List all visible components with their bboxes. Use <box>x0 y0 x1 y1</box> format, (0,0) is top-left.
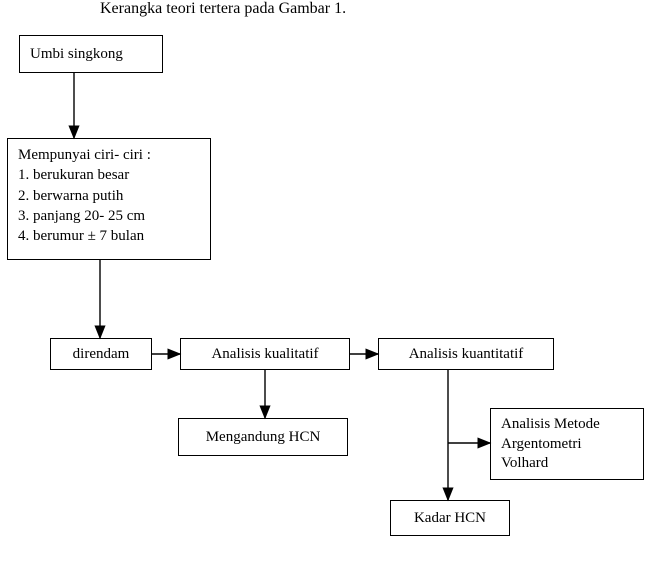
node-direndam: direndam <box>50 338 152 370</box>
node-ciri-ciri: Mempunyai ciri- ciri : 1. berukuran besa… <box>7 138 211 260</box>
node-umbi-label: Umbi singkong <box>30 46 123 63</box>
node-kuantitatif-label: Analisis kuantitatif <box>409 346 524 363</box>
ciri-title: Mempunyai ciri- ciri : <box>18 145 200 165</box>
node-kadar-label: Kadar HCN <box>414 510 486 527</box>
ciri-item: 2. berwarna putih <box>18 186 200 206</box>
node-umbi-singkong: Umbi singkong <box>19 35 163 73</box>
node-analisis-metode: Analisis Metode Argentometri Volhard <box>490 408 644 480</box>
ciri-item: 4. berumur ± 7 bulan <box>18 226 200 246</box>
ciri-item: 1. berukuran besar <box>18 165 200 185</box>
node-mengandung-hcn: Mengandung HCN <box>178 418 348 456</box>
node-analisis-kuantitatif: Analisis kuantitatif <box>378 338 554 370</box>
metode-line3: Volhard <box>501 454 633 474</box>
node-direndam-label: direndam <box>73 346 130 363</box>
figure-caption: Kerangka teori tertera pada Gambar 1. <box>100 0 346 18</box>
node-hcn-label: Mengandung HCN <box>206 429 321 446</box>
node-analisis-kualitatif: Analisis kualitatif <box>180 338 350 370</box>
ciri-item: 3. panjang 20- 25 cm <box>18 206 200 226</box>
node-kualitatif-label: Analisis kualitatif <box>211 346 318 363</box>
metode-line2: Argentometri <box>501 435 633 455</box>
node-kadar-hcn: Kadar HCN <box>390 500 510 536</box>
metode-line1: Analisis Metode <box>501 415 633 435</box>
